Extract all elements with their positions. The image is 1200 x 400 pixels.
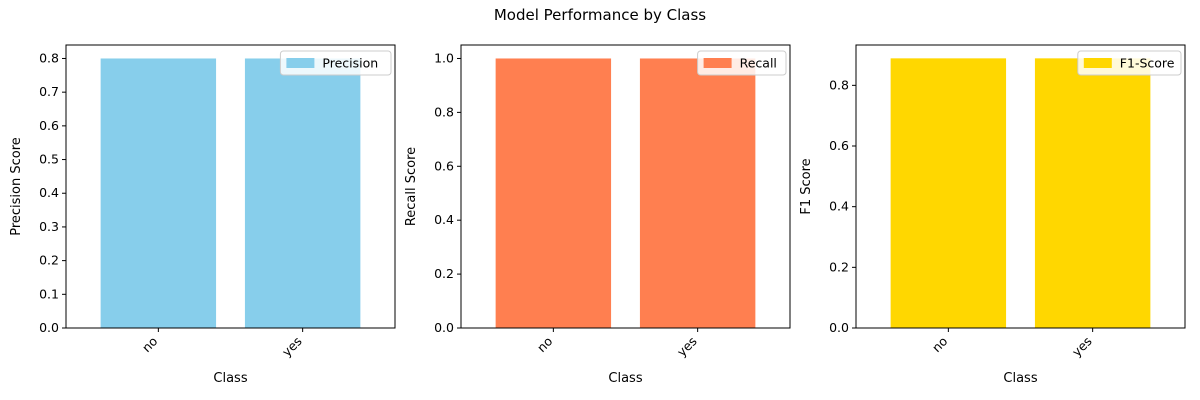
y-tick-label: 0.6	[829, 138, 849, 153]
x-tick-label: no	[929, 334, 951, 356]
x-axis-label: Class	[213, 371, 247, 386]
legend[interactable]: Precision	[279, 50, 392, 76]
x-axis-label: Class	[1003, 371, 1037, 386]
y-tick-label: 0.2	[829, 259, 849, 274]
subplot-1: 0.0 0.1 0.2 0.3 0.4 0.5 0.6 0.7 0.8 no yes Class Pre…	[9, 44, 396, 386]
y-tick-label: 0.5	[39, 152, 59, 167]
y-tick-label: 0.6	[39, 118, 59, 133]
bar-no[interactable]	[890, 58, 1007, 329]
y-tick-label: 0.8	[39, 50, 59, 65]
subplot-2: 0.0 0.2 0.4 0.6 0.8 1.0 no yes Class Recall Score…	[404, 44, 791, 386]
y-tick-label: 0.8	[829, 77, 849, 92]
legend-label: Recall	[740, 56, 777, 71]
axes-frame	[460, 44, 791, 329]
y-tick-label: 0.3	[39, 219, 59, 234]
legend[interactable]: F1-Score	[1077, 50, 1182, 76]
y-tick-label: 0.2	[39, 253, 59, 268]
y-axis-label: Recall Score	[404, 147, 419, 226]
y-axis-label: F1 Score	[799, 158, 814, 214]
axes-frame	[855, 44, 1186, 329]
legend-swatch	[286, 58, 315, 68]
subplot-3: 0.0 0.2 0.4 0.6 0.8 no yes Class F1 Score F1-Scor…	[799, 44, 1186, 386]
y-tick-label: 0.2	[434, 266, 454, 281]
y-tick-label: 0.4	[434, 212, 454, 227]
y-tick-label: 0.6	[434, 158, 454, 173]
figure-title: Model Performance by Class	[494, 6, 706, 24]
legend-box	[697, 50, 787, 76]
legend-box	[279, 50, 392, 76]
axes-frame	[65, 44, 396, 329]
y-tick-label: 0.0	[434, 320, 454, 335]
legend-box	[1077, 50, 1182, 76]
bar-no[interactable]	[100, 58, 217, 328]
subplots: 0.0 0.1 0.2 0.3 0.4 0.5 0.6 0.7 0.8 no yes Class Pre…	[9, 44, 1186, 386]
x-tick-label: yes	[279, 334, 305, 360]
y-tick-label: 0.0	[39, 320, 59, 335]
x-tick-label: no	[139, 334, 161, 356]
y-tick-label: 0.7	[39, 84, 59, 99]
legend-swatch	[1083, 58, 1112, 68]
y-tick-label: 0.4	[39, 185, 59, 200]
y-tick-label: 0.8	[434, 104, 454, 119]
legend[interactable]: Recall	[697, 50, 787, 76]
bar-yes[interactable]	[244, 58, 361, 328]
bar-no[interactable]	[495, 58, 612, 328]
y-tick-label: 0.4	[829, 199, 849, 214]
x-axis-label: Class	[608, 371, 642, 386]
x-tick-label: yes	[1069, 334, 1095, 360]
bar-yes[interactable]	[639, 58, 756, 328]
y-tick-label: 1.0	[434, 50, 454, 65]
x-tick-label: yes	[674, 334, 700, 360]
legend-swatch	[703, 58, 732, 68]
y-tick-label: 0.0	[829, 320, 849, 335]
legend-label: F1-Score	[1120, 56, 1175, 71]
y-tick-label: 0.1	[39, 286, 59, 301]
bar-yes[interactable]	[1034, 58, 1151, 329]
x-tick-label: no	[534, 334, 556, 356]
legend-label: Precision	[322, 56, 378, 71]
y-axis-label: Precision Score	[9, 137, 24, 236]
